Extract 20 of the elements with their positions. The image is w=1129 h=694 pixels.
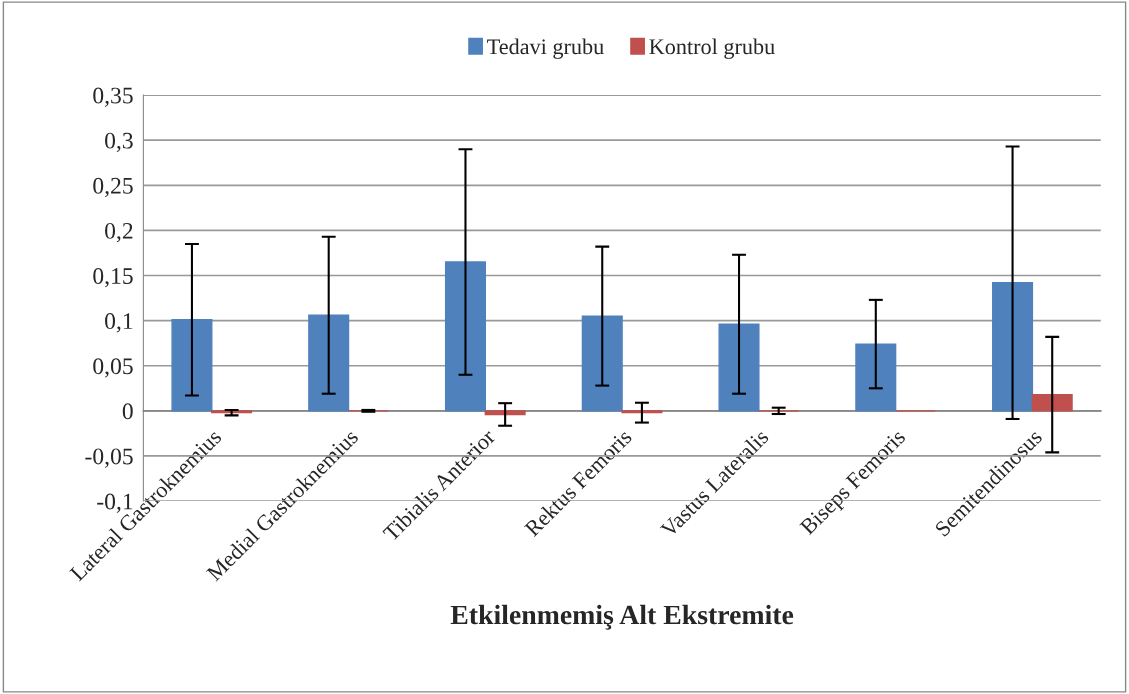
y-tick-label: 0,2	[105, 222, 133, 243]
bar	[855, 343, 897, 412]
bar	[718, 323, 760, 412]
y-tick-label: 0,1	[105, 313, 133, 333]
legend-label: Tedavi grubu	[487, 38, 604, 59]
y-tick-label: 0,3	[105, 132, 133, 153]
bar	[992, 282, 1034, 412]
y-tick-label: 0,15	[93, 268, 133, 288]
y-tick-label: 0,05	[93, 358, 133, 378]
bar	[581, 315, 623, 412]
bar	[1031, 393, 1073, 412]
y-tick-label: 0	[122, 403, 133, 420]
bar	[171, 319, 213, 412]
bar	[444, 261, 487, 412]
legend-label: Kontrol grubu	[649, 38, 775, 59]
y-tick-label: 0,25	[93, 177, 133, 198]
bar	[308, 314, 350, 412]
bar	[484, 410, 526, 416]
x-axis-title: Etkilenmemiş Alt Ekstremite	[450, 604, 794, 630]
y-tick-label: 0,35	[93, 87, 133, 107]
